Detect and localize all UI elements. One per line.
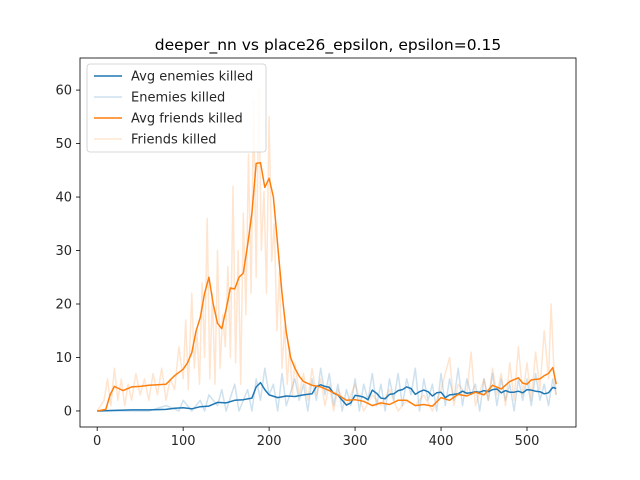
y-tick-label-10: 10: [55, 351, 72, 366]
x-tick-label-300: 300: [343, 434, 368, 449]
y-tick-label-40: 40: [55, 191, 72, 206]
x-tick-label-400: 400: [429, 434, 454, 449]
y-tick-label-30: 30: [55, 244, 72, 259]
y-tick-label-60: 60: [55, 84, 72, 99]
x-tick-label-100: 100: [171, 434, 196, 449]
legend-label-enemies-killed: Enemies killed: [131, 91, 225, 106]
y-tick-label-50: 50: [55, 137, 72, 152]
y-tick-label-0: 0: [64, 404, 72, 419]
legend: Avg enemies killed Enemies killed Avg frie…: [86, 63, 267, 153]
legend-label-avg-friends-killed: Avg friends killed: [131, 112, 243, 127]
x-tick-label-500: 500: [515, 434, 540, 449]
ticks-layer: 0 100 200 300 400 500 0 10 20 30 40 50 60: [55, 84, 539, 449]
y-tick-label-20: 20: [55, 298, 72, 313]
series-line-avg-friends-killed: [97, 162, 557, 412]
legend-label-friends-killed: Friends killed: [131, 133, 217, 148]
x-tick-label-200: 200: [257, 434, 282, 449]
legend-label-avg-enemies-killed: Avg enemies killed: [131, 70, 253, 85]
x-tick-label-0: 0: [93, 434, 101, 449]
plot-frame: [79, 57, 577, 428]
chart-title: deeper_nn vs place26_epsilon, epsilon=0.…: [155, 36, 501, 55]
series-line-enemies-killed: [97, 367, 557, 412]
series-line-avg-enemies-killed: [97, 381, 557, 412]
series-layer: [96, 89, 557, 412]
legend-box: [86, 63, 267, 153]
